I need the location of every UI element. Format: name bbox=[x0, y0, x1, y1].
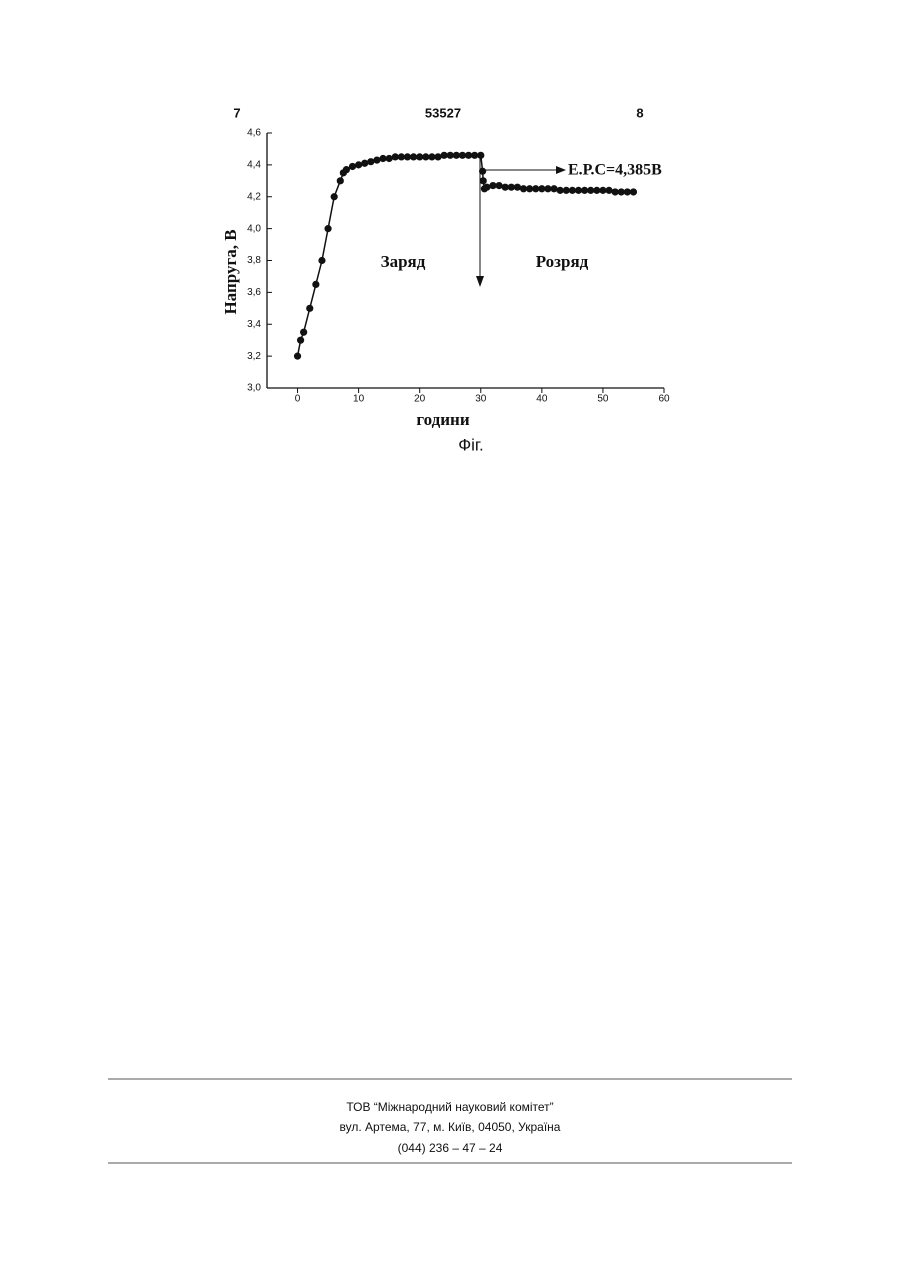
patent-number: 53527 bbox=[425, 105, 461, 120]
data-point bbox=[297, 337, 304, 344]
data-point bbox=[312, 281, 319, 288]
footer-line: ТОВ “Міжнародний науковий комітет” bbox=[346, 1100, 553, 1114]
page-number-right: 8 bbox=[636, 105, 643, 120]
figure-caption: Фіг. bbox=[458, 435, 484, 454]
data-point bbox=[306, 305, 313, 312]
data-point bbox=[331, 193, 338, 200]
data-point bbox=[605, 187, 612, 194]
emf-label: Е.Р.С=4,385В bbox=[568, 162, 662, 179]
data-point bbox=[479, 168, 486, 175]
data-point bbox=[386, 155, 393, 162]
footer-line: (044) 236 – 47 – 24 bbox=[398, 1141, 503, 1155]
data-point bbox=[300, 329, 307, 336]
y-tick-label: 4,4 bbox=[247, 160, 261, 171]
data-point bbox=[373, 156, 380, 163]
data-point bbox=[550, 185, 557, 192]
data-point bbox=[355, 161, 362, 168]
y-tick-label: 3,8 bbox=[247, 255, 261, 266]
data-point bbox=[483, 184, 490, 191]
background bbox=[0, 0, 900, 1272]
data-point bbox=[367, 158, 374, 165]
y-tick-label: 3,0 bbox=[247, 383, 261, 394]
discharge-label: Розряд bbox=[536, 252, 589, 271]
y-tick-label: 3,4 bbox=[247, 319, 261, 330]
charge-label: Заряд bbox=[381, 252, 426, 271]
data-point bbox=[324, 225, 331, 232]
data-point bbox=[514, 184, 521, 191]
x-tick-label: 60 bbox=[658, 394, 670, 405]
y-tick-label: 4,0 bbox=[247, 223, 261, 234]
x-tick-label: 40 bbox=[536, 394, 548, 405]
data-point bbox=[434, 153, 441, 160]
y-tick-label: 3,2 bbox=[247, 351, 261, 362]
footer-line: вул. Артема, 77, м. Київ, 04050, Україна bbox=[340, 1120, 561, 1134]
data-point bbox=[337, 177, 344, 184]
y-tick-label: 4,6 bbox=[247, 128, 261, 139]
x-tick-label: 20 bbox=[414, 394, 426, 405]
data-point bbox=[630, 188, 637, 195]
data-point bbox=[477, 152, 484, 159]
x-axis-label: години bbox=[416, 410, 469, 429]
data-point bbox=[294, 353, 301, 360]
data-point bbox=[495, 182, 502, 189]
x-tick-label: 50 bbox=[597, 394, 609, 405]
x-tick-label: 0 bbox=[295, 394, 301, 405]
y-axis-label: Напруга, В bbox=[221, 229, 240, 314]
data-point bbox=[480, 177, 487, 184]
data-point bbox=[343, 166, 350, 173]
y-tick-label: 4,2 bbox=[247, 191, 261, 202]
x-tick-label: 30 bbox=[475, 394, 487, 405]
y-tick-label: 3,6 bbox=[247, 287, 261, 298]
page: 7 53527 8 години Напруга, В Фіг. Заряд Р… bbox=[0, 0, 900, 1272]
data-point bbox=[318, 257, 325, 264]
x-tick-label: 10 bbox=[353, 394, 365, 405]
page-number-left: 7 bbox=[233, 105, 240, 120]
data-point bbox=[361, 160, 368, 167]
data-point bbox=[349, 163, 356, 170]
